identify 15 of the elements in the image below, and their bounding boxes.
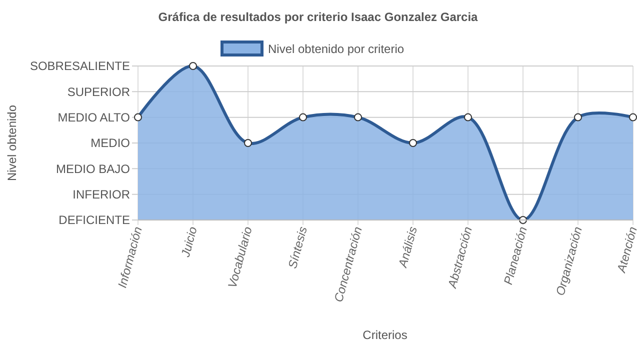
text: INFERIOR: [72, 188, 130, 202]
text: MEDIO ALTO: [58, 110, 130, 125]
x-tick-label: Análisis: [395, 225, 420, 270]
text: Nivel obtenido: [5, 104, 19, 182]
chart-title: Gráfica de resultados por criterio Isaac Gonzalez Garcia: [158, 10, 478, 24]
x-axis-title: Criterios: [362, 328, 408, 342]
x-tick-label: Síntesis: [285, 225, 310, 270]
x-tick-label: Juicio: [178, 224, 200, 260]
x-tick-label: Atención: [614, 224, 637, 275]
text: SOBRESALIENTE: [30, 59, 130, 74]
text: DEFICIENTE: [58, 213, 130, 228]
text: SUPERIOR: [67, 84, 130, 99]
legend-label: Nivel obtenido por criterio: [268, 42, 404, 56]
text: MEDIO: [90, 136, 130, 150]
text: MEDIO BAJO: [56, 162, 130, 176]
